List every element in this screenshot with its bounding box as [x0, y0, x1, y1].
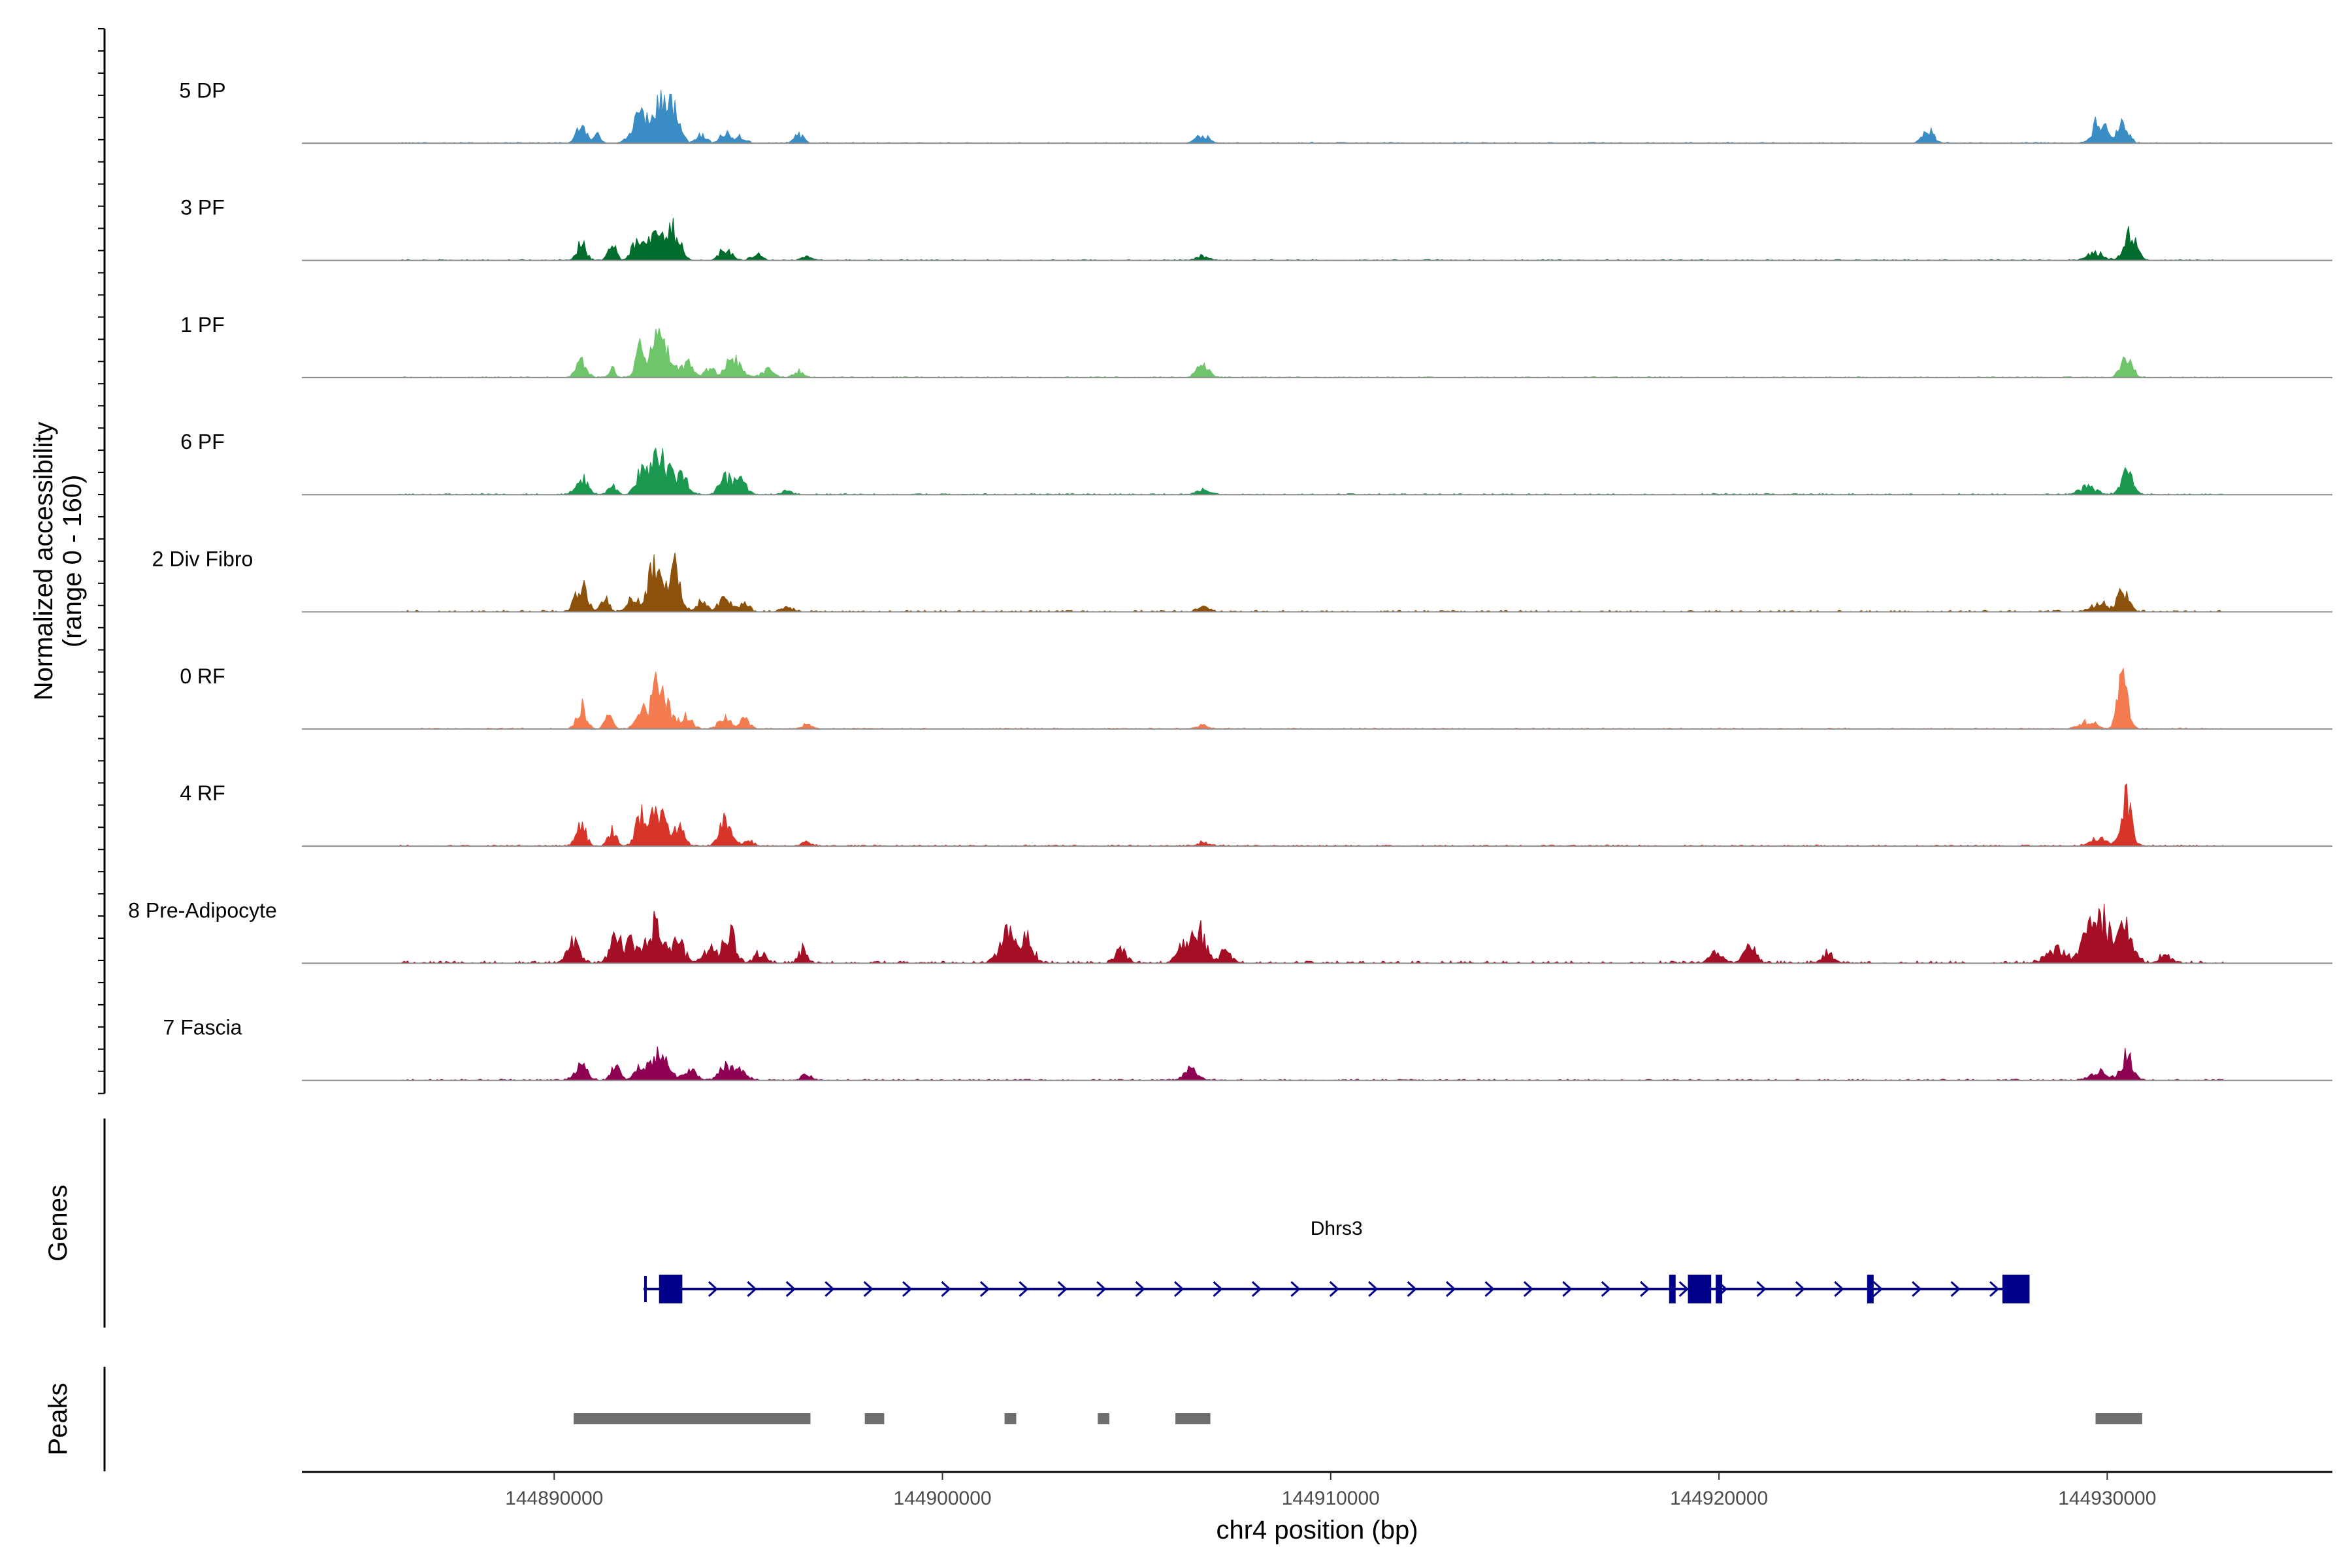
strand-arrow [1950, 1281, 1961, 1298]
strand-arrow [1872, 1281, 1883, 1298]
track-label: 6 PF [180, 430, 225, 453]
gene-name: Dhrs3 [1311, 1218, 1363, 1239]
strand-arrow [941, 1281, 951, 1298]
track-1-pf: 1 PF [180, 313, 2332, 378]
x-axis-title: chr4 position (bp) [1216, 1516, 1418, 1544]
x-tick-label: 144930000 [2058, 1488, 2156, 1509]
x-tick-label: 144900000 [893, 1488, 991, 1509]
peaks-axis-title: Peaks [44, 1382, 73, 1455]
track-7-fascia: 7 Fascia [163, 1016, 2332, 1081]
gene-small-exon [1867, 1275, 1874, 1303]
peaks-track: Peaks [44, 1367, 2142, 1471]
peak-region [1098, 1413, 1110, 1424]
strand-arrow [825, 1281, 835, 1298]
track-label: 8 Pre-Adipocyte [128, 898, 277, 922]
strand-arrow [979, 1281, 990, 1298]
strand-arrow [1174, 1281, 1184, 1298]
genes-axis-title: Genes [44, 1184, 73, 1262]
strand-arrow [1446, 1281, 1456, 1298]
strand-arrow [1562, 1281, 1573, 1298]
strand-arrow [1834, 1281, 1844, 1298]
coverage-area [399, 904, 2225, 964]
strand-arrow [1795, 1281, 1806, 1298]
strand-arrow [1251, 1281, 1262, 1298]
peak-region [1004, 1413, 1017, 1424]
strand-arrow [1678, 1281, 1689, 1298]
track-2-div-fibro: 2 Div Fibro [152, 547, 2332, 613]
track-3-pf: 3 PF [180, 196, 2332, 261]
track-label: 1 PF [180, 313, 225, 336]
x-tick-label: 144910000 [1282, 1488, 1380, 1509]
track-label: 5 DP [179, 78, 225, 102]
track-5-dp: 5 DP [179, 78, 2332, 144]
strand-arrow [1057, 1281, 1068, 1298]
strand-arrow [1329, 1281, 1339, 1298]
y-axis-title-line: (range 0 - 160) [58, 475, 87, 648]
strand-arrow [1756, 1281, 1767, 1298]
gene-exon [1688, 1275, 1712, 1303]
x-tick-label: 144920000 [1670, 1488, 1768, 1509]
x-tick-label: 144890000 [505, 1488, 603, 1509]
strand-arrow [1407, 1281, 1417, 1298]
track-0-rf: 0 RF [180, 664, 2332, 730]
strand-arrow [1601, 1281, 1611, 1298]
gene-exon [659, 1275, 683, 1303]
track-8-pre-adipocyte: 8 Pre-Adipocyte [128, 898, 2332, 964]
strand-arrow [708, 1281, 719, 1298]
gene-track: Genes Dhrs3 [44, 1119, 2030, 1328]
track-label: 0 RF [180, 664, 225, 688]
coverage-y-axis-title: Normalized accessibility(range 0 - 160) [29, 421, 87, 700]
gene-exon [2002, 1275, 2030, 1303]
y-axis-title-line: Normalized accessibility [29, 421, 58, 700]
strand-arrow [1213, 1281, 1223, 1298]
coverage-area [399, 90, 2224, 144]
track-label: 7 Fascia [163, 1016, 242, 1039]
track-6-pf: 6 PF [180, 430, 2332, 496]
strand-arrow [863, 1281, 874, 1298]
track-label: 2 Div Fibro [152, 547, 253, 571]
gene-small-exon [1669, 1275, 1676, 1303]
strand-arrow [1640, 1281, 1650, 1298]
gene-small-exon [1716, 1275, 1723, 1303]
coverage-tracks: 5 DP 3 PF 1 PF 6 PF 2 Div Fibro 0 RF 4 RF 8 Pre… [128, 78, 2332, 1081]
strand-arrow [902, 1281, 913, 1298]
track-label: 3 PF [180, 196, 225, 220]
strand-arrow [1290, 1281, 1301, 1298]
strand-arrow [1135, 1281, 1145, 1298]
strand-arrow [1019, 1281, 1029, 1298]
peak-region [573, 1413, 811, 1424]
strand-arrow [1096, 1281, 1107, 1298]
strand-arrow [1484, 1281, 1495, 1298]
strand-arrow [1368, 1281, 1379, 1298]
track-4-rf: 4 RF [180, 781, 2332, 847]
strand-arrow [785, 1281, 796, 1298]
axes: Normalized accessibility(range 0 - 160) 1… [29, 28, 2332, 1544]
peak-region [1175, 1413, 1211, 1424]
strand-arrow [1912, 1281, 1922, 1298]
track-label: 4 RF [180, 781, 225, 805]
strand-arrow [1989, 1281, 2000, 1298]
strand-arrow [1523, 1281, 1534, 1298]
peak-region [864, 1413, 885, 1424]
strand-arrow [747, 1281, 757, 1298]
peak-region [2095, 1413, 2142, 1424]
